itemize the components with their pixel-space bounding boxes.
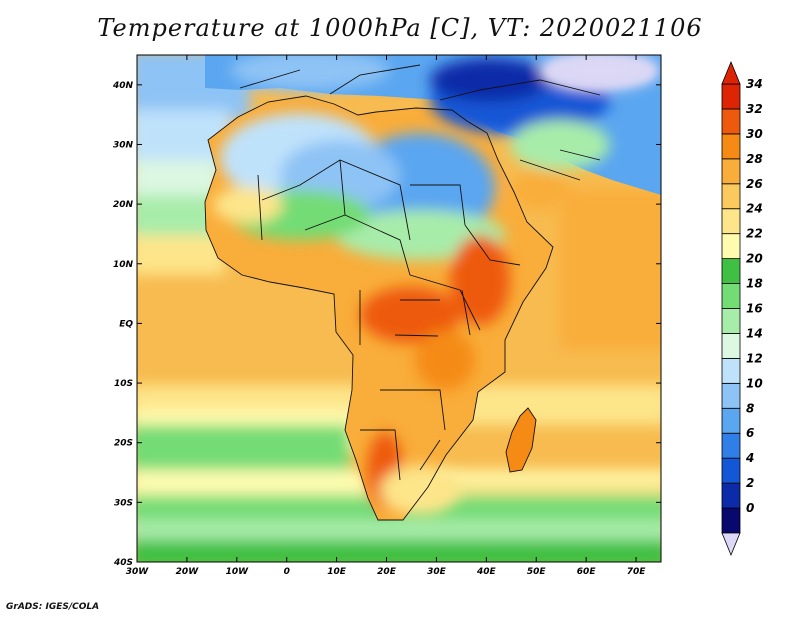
colorbar-segment <box>721 83 741 110</box>
axis-ticks <box>136 55 661 563</box>
lon-label: 10W <box>226 567 250 577</box>
lon-label: 50E <box>527 567 547 577</box>
colorbar-label: 24 <box>746 202 763 216</box>
colorbar-segment <box>721 233 741 260</box>
madagascar-land <box>506 408 536 472</box>
lon-label: 0 <box>284 567 290 577</box>
colorbar-label: 8 <box>746 401 754 415</box>
coastline-borders <box>204 64 601 521</box>
colorbar-segment <box>721 108 741 135</box>
colorbar-segment <box>721 507 741 534</box>
colorbar-label: 2 <box>746 476 754 490</box>
lat-label: EQ <box>119 319 133 329</box>
colorbar-label: 0 <box>746 501 754 515</box>
lat-label: 40N <box>112 81 134 91</box>
colorbar-segment <box>721 283 741 309</box>
lat-label: 20N <box>113 200 134 210</box>
grads-credit: GrADS: IGES/COLA <box>6 602 100 612</box>
colorbar-segment <box>721 333 741 359</box>
colorbar-label: 12 <box>746 351 763 365</box>
lon-label: 30W <box>126 567 150 577</box>
lon-label: 20W <box>176 567 200 577</box>
lon-label: 60E <box>577 567 597 577</box>
map-frame <box>136 54 662 563</box>
colorbar-segment <box>721 258 741 284</box>
colorbar-segment <box>721 158 741 185</box>
colorbar <box>721 60 741 557</box>
lon-label: 20E <box>377 567 397 577</box>
colorbar-label: 16 <box>746 302 763 316</box>
colorbar-segment <box>721 482 741 509</box>
colorbar-label: 30 <box>746 127 763 141</box>
lat-label: 30S <box>114 498 133 508</box>
lon-label: 10E <box>327 567 347 577</box>
lat-label: 20S <box>114 439 133 449</box>
lat-label: 10N <box>113 260 134 270</box>
colorbar-label: 32 <box>746 102 763 116</box>
colorbar-label: 6 <box>746 426 754 440</box>
colorbar-segment <box>721 457 741 484</box>
colorbar-label: 22 <box>746 227 763 241</box>
colorbar-segment <box>721 432 741 459</box>
colorbar-segment <box>721 208 741 235</box>
colorbar-under-triangle <box>721 532 741 557</box>
map-title: Temperature at 1000hPa [C], VT: 20200211… <box>97 14 703 42</box>
longitude-labels: 30W 20W 10W 0 10E 20E 30E 40E 50E 60E 70E <box>126 567 646 577</box>
colorbar-label: 18 <box>746 277 763 291</box>
lon-label: 40E <box>476 567 497 577</box>
lon-label: 30E <box>427 567 447 577</box>
lat-label: 30N <box>113 140 134 150</box>
temperature-field <box>137 55 661 562</box>
lat-label: 40S <box>113 558 133 568</box>
colorbar-segment <box>721 407 741 434</box>
colorbar-label: 4 <box>745 451 754 465</box>
colorbar-segment <box>721 133 741 160</box>
lon-label: 70E <box>627 567 647 577</box>
colorbar-over-triangle <box>721 60 741 85</box>
lat-label: 10S <box>114 379 133 389</box>
colorbar-segment <box>721 183 741 210</box>
colorbar-segment <box>721 308 741 334</box>
colorbar-label: 26 <box>746 177 763 191</box>
colorbar-segment <box>721 382 741 409</box>
colorbar-label: 20 <box>746 252 763 266</box>
colorbar-label: 34 <box>746 77 763 91</box>
latitude-labels: 40N 30N 20N 10N EQ 10S 20S 30S 40S <box>112 81 134 568</box>
colorbar-label: 14 <box>746 326 763 340</box>
colorbar-segment <box>721 357 741 384</box>
colorbar-label: 10 <box>746 376 763 390</box>
colorbar-label: 28 <box>746 152 763 166</box>
